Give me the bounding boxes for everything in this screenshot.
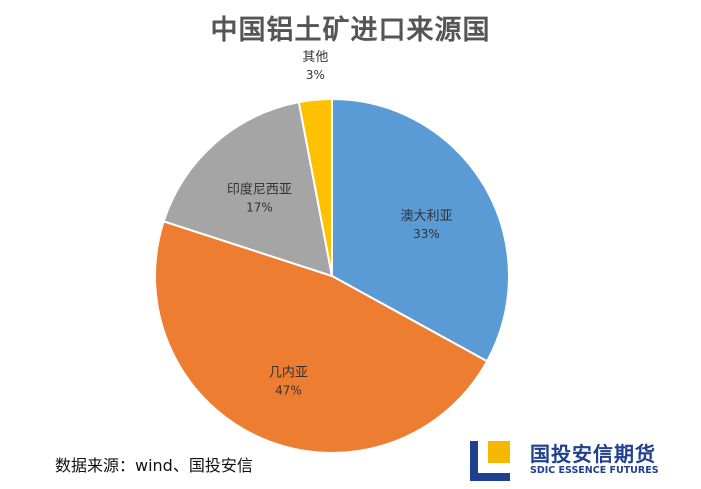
pie-slice-3 bbox=[162, 100, 334, 278]
brand-name-cn: 国投安信期货 bbox=[530, 442, 656, 466]
pie-slice-4 bbox=[297, 97, 333, 277]
slice-value-label: 3% bbox=[306, 68, 325, 82]
slice-value-label: 47% bbox=[275, 384, 302, 398]
slice-category-label: 其他 bbox=[302, 50, 328, 65]
pie-slice-1 bbox=[331, 97, 510, 363]
brand-block: 国投安信期货 SDIC ESSENCE FUTURES bbox=[468, 438, 693, 484]
slice-category-label: 几内亚 bbox=[269, 365, 308, 381]
pie-slice-2 bbox=[154, 220, 489, 454]
brand-name-en: SDIC ESSENCE FUTURES bbox=[530, 465, 659, 476]
slice-value-label: 17% bbox=[246, 201, 273, 215]
data-source-note: 数据来源：wind、国投安信 bbox=[55, 456, 253, 475]
chart-title: 中国铝土矿进口来源国 bbox=[210, 15, 491, 46]
slice-category-label: 澳大利亚 bbox=[400, 208, 452, 224]
slice-value-label: 33% bbox=[413, 227, 440, 241]
brand-logo-icon bbox=[470, 441, 510, 481]
slice-category-label: 印度尼西亚 bbox=[227, 182, 292, 198]
